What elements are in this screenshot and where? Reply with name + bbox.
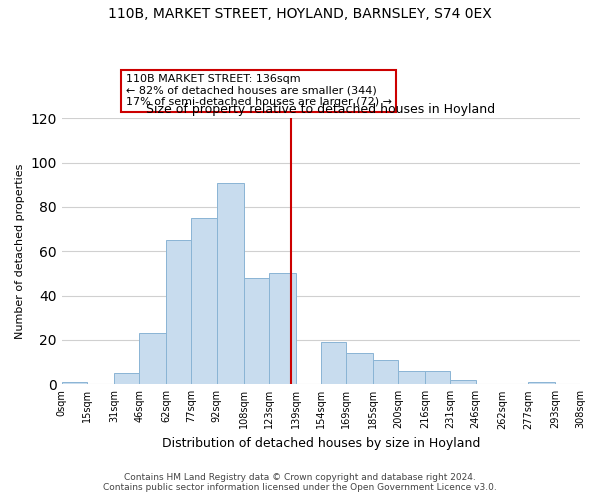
Bar <box>244 278 269 384</box>
Bar <box>373 360 398 384</box>
Text: 110B MARKET STREET: 136sqm
← 82% of detached houses are smaller (344)
17% of sem: 110B MARKET STREET: 136sqm ← 82% of deta… <box>125 74 392 107</box>
Bar <box>139 334 166 384</box>
Bar <box>191 218 217 384</box>
Bar <box>528 382 555 384</box>
Bar <box>451 380 476 384</box>
Bar <box>217 182 244 384</box>
Bar <box>166 240 191 384</box>
Bar <box>425 371 451 384</box>
Title: Size of property relative to detached houses in Hoyland: Size of property relative to detached ho… <box>146 103 496 116</box>
Bar <box>269 274 296 384</box>
Y-axis label: Number of detached properties: Number of detached properties <box>15 164 25 339</box>
X-axis label: Distribution of detached houses by size in Hoyland: Distribution of detached houses by size … <box>162 437 480 450</box>
Bar <box>398 371 425 384</box>
Bar <box>62 382 87 384</box>
Bar <box>580 382 600 384</box>
Text: 110B, MARKET STREET, HOYLAND, BARNSLEY, S74 0EX: 110B, MARKET STREET, HOYLAND, BARNSLEY, … <box>108 8 492 22</box>
Bar <box>114 373 139 384</box>
Text: Contains HM Land Registry data © Crown copyright and database right 2024.
Contai: Contains HM Land Registry data © Crown c… <box>103 473 497 492</box>
Bar <box>346 354 373 384</box>
Bar <box>321 342 346 384</box>
